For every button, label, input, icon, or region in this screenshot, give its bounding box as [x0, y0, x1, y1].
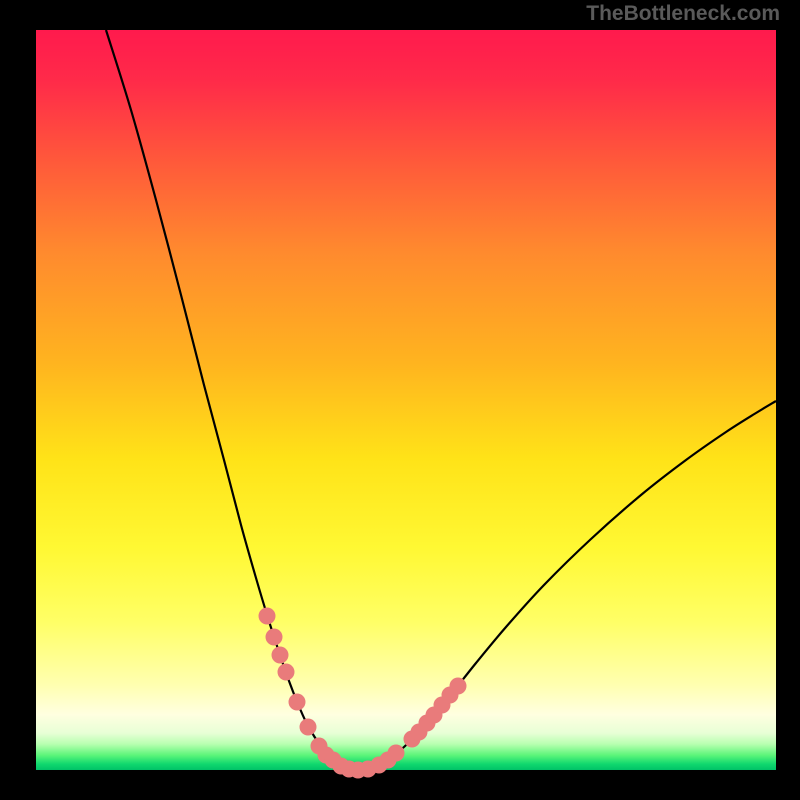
chart-plot-area: [36, 30, 776, 770]
curve-right-branch: [354, 401, 776, 770]
data-marker: [388, 745, 405, 762]
data-marker: [300, 719, 317, 736]
data-marker: [289, 694, 306, 711]
marker-group: [259, 608, 467, 779]
data-marker: [266, 629, 283, 646]
data-marker: [450, 678, 467, 695]
watermark-text: TheBottleneck.com: [586, 2, 780, 26]
data-marker: [259, 608, 276, 625]
curve-left-branch: [106, 30, 354, 770]
chart-svg: [36, 30, 776, 770]
data-marker: [272, 647, 289, 664]
data-marker: [278, 664, 295, 681]
